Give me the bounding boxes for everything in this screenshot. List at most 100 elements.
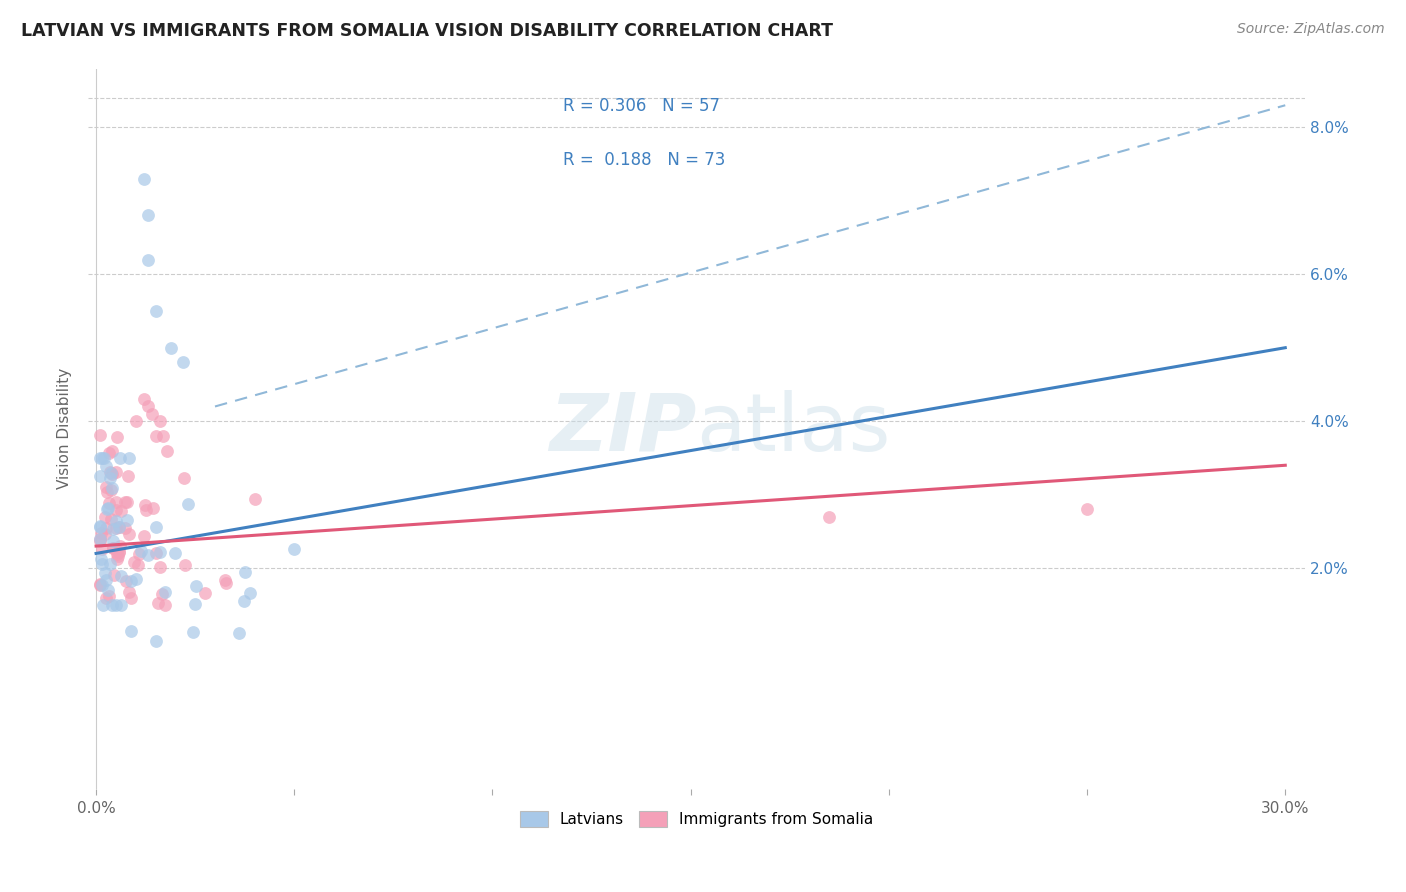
Point <box>100 471 122 485</box>
Text: LATVIAN VS IMMIGRANTS FROM SOMALIA VISION DISABILITY CORRELATION CHART: LATVIAN VS IMMIGRANTS FROM SOMALIA VISIO… <box>21 22 834 40</box>
Point <box>214 574 236 588</box>
Point <box>136 548 159 562</box>
Point <box>110 504 132 518</box>
Point <box>149 544 172 558</box>
Point <box>114 495 136 509</box>
Text: ZIP: ZIP <box>550 390 696 467</box>
Point <box>118 450 141 465</box>
Point <box>283 541 305 556</box>
Point <box>108 520 131 534</box>
Point <box>135 503 157 517</box>
Point <box>94 509 117 524</box>
Point <box>89 450 111 465</box>
Point <box>98 557 121 571</box>
Point <box>105 430 128 444</box>
Point <box>145 429 167 443</box>
Point <box>89 533 111 548</box>
Point <box>136 400 159 414</box>
Point <box>181 625 204 640</box>
Point <box>118 584 141 599</box>
Point <box>97 445 120 459</box>
Point <box>233 566 256 580</box>
Point <box>156 443 179 458</box>
Point <box>115 495 138 509</box>
Point <box>127 558 149 572</box>
Point <box>145 520 167 534</box>
Point <box>120 574 142 589</box>
Point <box>101 443 124 458</box>
Point <box>145 545 167 559</box>
Point <box>105 551 128 566</box>
Text: R =  0.188   N = 73: R = 0.188 N = 73 <box>562 152 725 169</box>
Point <box>165 546 187 560</box>
Point <box>172 355 194 369</box>
Point <box>103 533 125 548</box>
Point <box>150 587 173 601</box>
Point <box>98 496 121 510</box>
Point <box>105 514 128 528</box>
Point <box>101 541 124 556</box>
Point <box>125 572 148 586</box>
Point <box>233 594 256 608</box>
Point <box>107 544 129 558</box>
Point <box>142 500 165 515</box>
Point <box>120 624 142 639</box>
Point <box>818 509 841 524</box>
Point <box>128 547 150 561</box>
Point <box>100 512 122 526</box>
Point <box>90 551 112 566</box>
Point <box>98 465 121 479</box>
Point <box>89 520 111 534</box>
Point <box>100 483 122 497</box>
Y-axis label: Vision Disability: Vision Disability <box>58 368 72 489</box>
Point <box>186 578 208 592</box>
Point <box>110 598 132 612</box>
Point <box>107 549 129 563</box>
Text: R = 0.306   N = 57: R = 0.306 N = 57 <box>562 97 720 115</box>
Point <box>94 591 117 605</box>
Point <box>132 171 155 186</box>
Point <box>107 520 129 534</box>
Point <box>134 498 156 512</box>
Point <box>184 597 207 611</box>
Point <box>97 583 120 598</box>
Point <box>89 532 111 546</box>
Point <box>93 450 115 465</box>
Point <box>89 469 111 483</box>
Point <box>90 526 112 541</box>
Point <box>120 591 142 605</box>
Point <box>114 521 136 535</box>
Point <box>101 522 124 536</box>
Point <box>96 484 118 499</box>
Point <box>153 598 176 612</box>
Point <box>132 392 155 406</box>
Point <box>115 574 138 588</box>
Point <box>100 466 122 480</box>
Point <box>125 414 148 428</box>
Point <box>91 557 114 571</box>
Point <box>160 341 183 355</box>
Point <box>105 521 128 535</box>
Point <box>115 513 138 527</box>
Point <box>96 480 118 494</box>
Point <box>97 589 120 603</box>
Point <box>96 573 118 587</box>
Point <box>149 559 172 574</box>
Point <box>90 450 112 465</box>
Point <box>96 501 118 516</box>
Point <box>228 625 250 640</box>
Point <box>152 429 174 443</box>
Legend: Latvians, Immigrants from Somalia: Latvians, Immigrants from Somalia <box>512 804 880 835</box>
Point <box>153 584 176 599</box>
Point <box>90 541 112 556</box>
Point <box>110 569 132 583</box>
Point <box>89 428 111 442</box>
Point <box>94 527 117 541</box>
Point <box>101 598 124 612</box>
Point <box>104 598 127 612</box>
Point <box>148 414 170 428</box>
Point <box>89 578 111 592</box>
Point <box>105 503 128 517</box>
Point <box>141 407 163 421</box>
Point <box>243 491 266 506</box>
